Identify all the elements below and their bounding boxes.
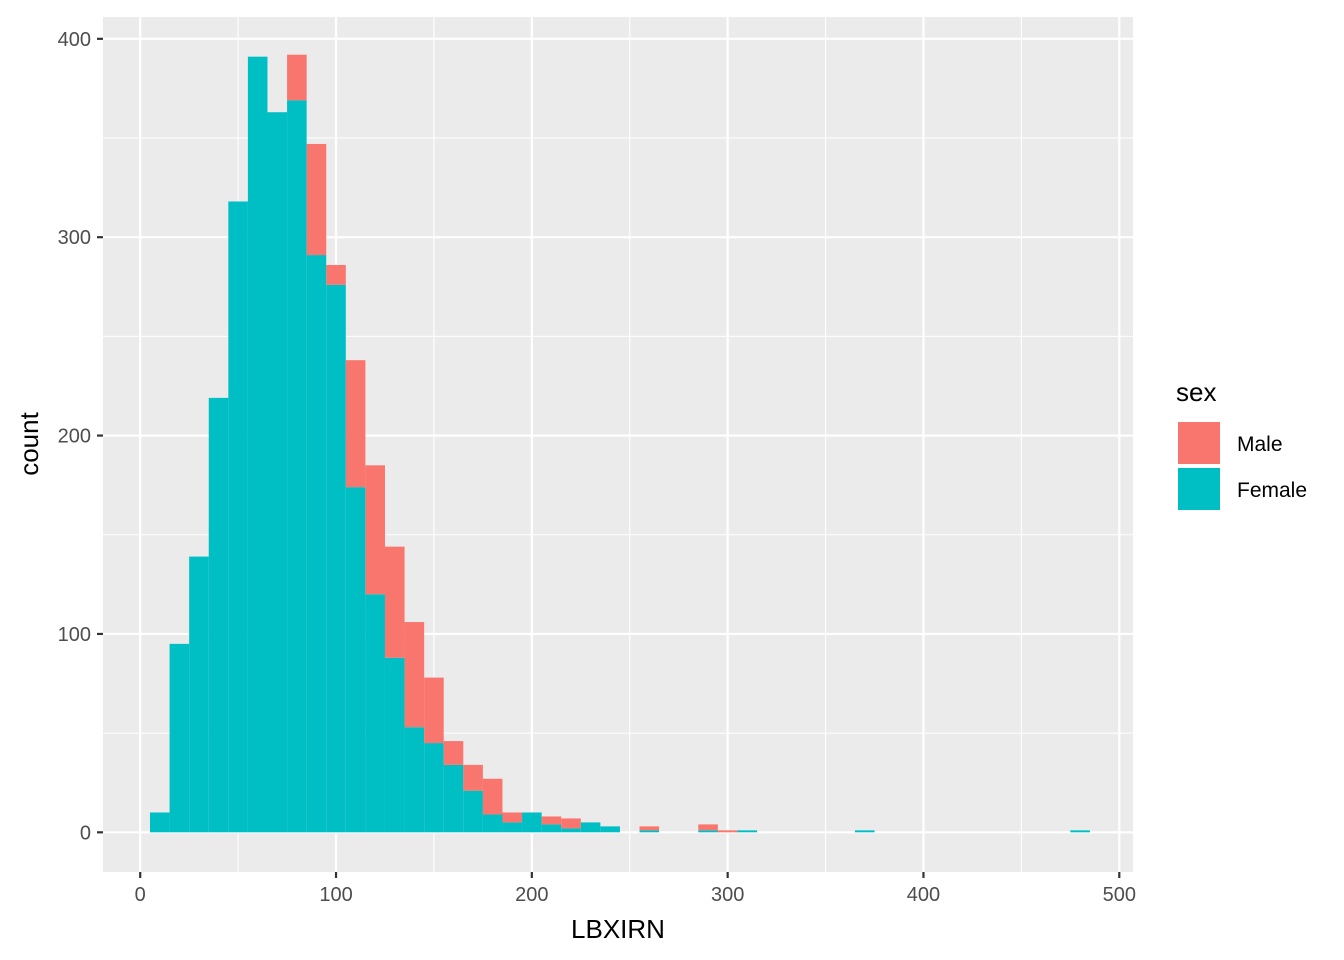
x-tick-label: 400 xyxy=(907,884,940,906)
bar-female xyxy=(149,812,170,833)
bar-male xyxy=(443,741,464,765)
bar-female xyxy=(639,830,660,833)
bar-male xyxy=(345,360,366,488)
bar-female xyxy=(365,594,385,833)
bar-female xyxy=(306,255,327,833)
bar-female xyxy=(228,201,248,833)
bar-female xyxy=(287,100,307,833)
bar-female xyxy=(522,812,542,833)
bar-female xyxy=(482,814,503,833)
bar-male xyxy=(326,264,346,285)
bar-female xyxy=(208,397,229,833)
legend: sex Male Female xyxy=(1176,377,1307,510)
x-tick-label: 500 xyxy=(1103,884,1136,906)
legend-label-female: Female xyxy=(1237,479,1307,502)
histogram-bars xyxy=(149,54,1090,833)
bar-male xyxy=(502,812,523,823)
bar-male xyxy=(561,818,581,829)
x-tick-label: 100 xyxy=(319,884,352,906)
bar-female xyxy=(326,284,346,833)
bar-female xyxy=(737,830,758,833)
bar-male xyxy=(541,816,562,825)
bar-male xyxy=(639,826,660,831)
legend-title: sex xyxy=(1176,377,1216,407)
bar-female xyxy=(267,112,288,833)
bar-female xyxy=(854,830,875,833)
bar-female xyxy=(541,824,562,833)
x-tick-label: 200 xyxy=(515,884,548,906)
x-axis: 0 100 200 300 400 500 xyxy=(135,872,1136,906)
bar-female xyxy=(404,727,425,833)
y-axis-title: count xyxy=(14,411,44,475)
y-tick-label: 100 xyxy=(58,624,91,646)
bar-male xyxy=(287,54,307,101)
legend-key-male xyxy=(1178,422,1220,464)
legend-label-male: Male xyxy=(1237,433,1283,456)
x-tick-label: 0 xyxy=(135,884,146,906)
bar-female xyxy=(189,556,209,833)
bar-male xyxy=(404,622,425,728)
bar-female xyxy=(1070,830,1090,833)
bar-male xyxy=(463,764,483,791)
x-axis-title: LBXIRN xyxy=(571,914,665,944)
y-axis: 0 100 200 300 400 xyxy=(58,29,103,844)
bar-female xyxy=(463,790,483,833)
bar-female xyxy=(345,487,366,833)
bar-male xyxy=(365,465,385,595)
y-tick-label: 200 xyxy=(58,426,91,448)
bar-female xyxy=(443,764,464,833)
bar-female xyxy=(169,643,190,833)
bar-female xyxy=(580,822,601,833)
bar-female xyxy=(424,743,444,833)
bar-male xyxy=(384,546,405,658)
bar-male xyxy=(482,778,503,815)
bar-female xyxy=(600,826,620,833)
y-tick-label: 0 xyxy=(80,822,91,844)
bar-female xyxy=(247,56,268,833)
y-tick-label: 300 xyxy=(58,227,91,249)
legend-key-female xyxy=(1178,468,1220,510)
bar-male xyxy=(306,143,327,256)
bar-female xyxy=(384,657,405,833)
bar-female xyxy=(561,828,581,833)
y-tick-label: 400 xyxy=(58,29,91,51)
bar-female xyxy=(502,822,523,833)
bar-female xyxy=(698,830,718,833)
x-tick-label: 300 xyxy=(711,884,744,906)
bar-male xyxy=(717,830,738,833)
bar-male xyxy=(424,677,444,744)
bar-male xyxy=(698,824,718,831)
